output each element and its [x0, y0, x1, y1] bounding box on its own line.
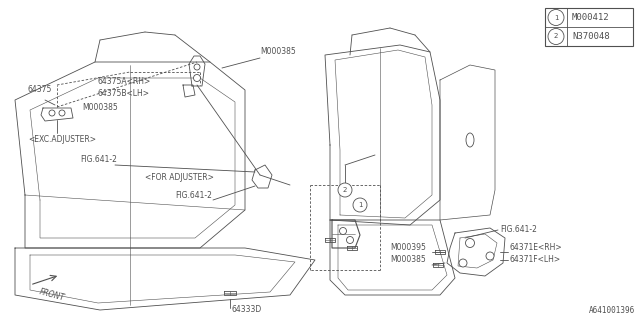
Text: <FOR ADJUSTER>: <FOR ADJUSTER>: [145, 173, 214, 182]
Text: FIG.641-2: FIG.641-2: [500, 226, 537, 235]
Circle shape: [49, 110, 55, 116]
Text: A641001396: A641001396: [589, 306, 635, 315]
Circle shape: [59, 110, 65, 116]
Ellipse shape: [466, 133, 474, 147]
Text: M000395: M000395: [390, 244, 426, 252]
Text: 64371E<RH>: 64371E<RH>: [510, 244, 563, 252]
Circle shape: [346, 236, 353, 244]
Text: 2: 2: [343, 187, 347, 193]
Text: FRONT: FRONT: [38, 287, 65, 303]
Circle shape: [548, 28, 564, 44]
Text: M000412: M000412: [572, 13, 610, 22]
Text: 64371F<LH>: 64371F<LH>: [510, 255, 561, 265]
Circle shape: [548, 10, 564, 26]
Circle shape: [459, 259, 467, 267]
Bar: [545, 8, 633, 46]
Text: 64375B<LH>: 64375B<LH>: [98, 90, 150, 99]
Circle shape: [338, 183, 352, 197]
Circle shape: [193, 75, 200, 82]
Text: M000385: M000385: [82, 103, 118, 113]
Circle shape: [339, 228, 346, 235]
Text: 1: 1: [358, 202, 362, 208]
Text: 64375A<RH>: 64375A<RH>: [98, 77, 151, 86]
Circle shape: [194, 64, 200, 70]
Circle shape: [465, 238, 474, 247]
Circle shape: [486, 252, 494, 260]
Text: 64375: 64375: [28, 85, 52, 94]
Text: 64333D: 64333D: [232, 306, 262, 315]
Text: FIG.641-2: FIG.641-2: [175, 190, 212, 199]
Text: N370048: N370048: [572, 32, 610, 41]
Text: FIG.641-2: FIG.641-2: [80, 156, 117, 164]
Text: M000385: M000385: [390, 255, 426, 265]
Text: <EXC.ADJUSTER>: <EXC.ADJUSTER>: [28, 135, 96, 145]
Text: 2: 2: [554, 34, 558, 39]
Text: M000385: M000385: [260, 47, 296, 57]
Text: 1: 1: [554, 14, 558, 20]
Circle shape: [353, 198, 367, 212]
